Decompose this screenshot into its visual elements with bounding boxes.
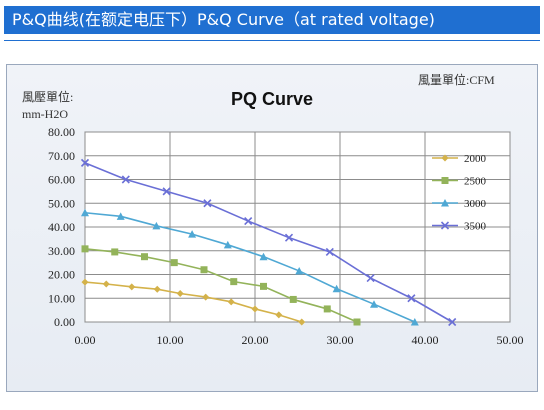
data-point-3000 <box>259 252 268 261</box>
data-point-3500 <box>407 294 416 303</box>
data-point-2000 <box>102 280 110 288</box>
data-point-3500 <box>366 273 375 283</box>
y-tick-label: 60.00 <box>48 173 75 187</box>
data-point-2000 <box>176 290 184 297</box>
data-point-3000 <box>116 212 125 220</box>
data-point-2000 <box>275 311 283 319</box>
marker-stroke <box>121 175 130 184</box>
data-point-2000 <box>81 278 89 286</box>
data-point-2500 <box>230 278 238 286</box>
data-point-2500 <box>260 282 267 290</box>
marker-stroke <box>366 273 375 283</box>
marker-stroke <box>284 233 294 242</box>
x-tick-label: 10.00 <box>157 333 184 347</box>
x-tick-label: 40.00 <box>412 333 439 347</box>
series-layer <box>80 158 457 327</box>
data-point-2500 <box>81 245 89 253</box>
chart-title: PQ Curve <box>231 89 313 109</box>
data-point-3500 <box>448 317 457 327</box>
data-point-3500 <box>244 216 253 226</box>
series-line-2000 <box>84 281 302 323</box>
data-point-3000 <box>223 240 232 249</box>
data-point-2500 <box>200 266 208 274</box>
marker-stroke <box>325 247 334 257</box>
data-point-2500 <box>141 253 148 261</box>
data-point-3000 <box>410 318 419 326</box>
x-tick-label: 0.00 <box>75 333 96 347</box>
y-tick-label: 40.00 <box>48 220 75 234</box>
x-tick-label: 20.00 <box>242 333 269 347</box>
data-point-3000 <box>81 208 89 217</box>
data-point-2000 <box>153 285 161 293</box>
legend-label-2500: 2500 <box>464 176 487 188</box>
data-point-2500 <box>289 295 297 303</box>
data-point-2500 <box>170 259 178 267</box>
data-point-3500 <box>284 233 294 242</box>
legend-marker-3000 <box>441 199 449 207</box>
data-point-3000 <box>332 284 341 293</box>
data-point-3000 <box>188 230 197 238</box>
series-line-3500 <box>84 162 453 323</box>
data-point-2000 <box>128 283 136 291</box>
y-tick-label: 70.00 <box>48 149 75 163</box>
data-point-2000 <box>251 305 259 313</box>
data-point-2000 <box>298 318 306 326</box>
marker-stroke <box>448 317 457 327</box>
data-point-3500 <box>80 158 90 167</box>
y-tick-label: 10.00 <box>48 291 75 305</box>
y-axis-unit-value: mm-H2O <box>22 107 68 121</box>
data-point-2500 <box>323 305 331 313</box>
marker-stroke <box>162 187 171 196</box>
y-tick-label: 0.00 <box>54 315 75 329</box>
series-line-3000 <box>84 211 416 323</box>
banner-divider <box>4 40 540 41</box>
data-point-2000 <box>202 293 210 301</box>
legend-layer: 2000 2500 3000 3500 <box>432 153 487 233</box>
data-point-3500 <box>121 175 130 184</box>
legend-label-2000: 2000 <box>464 153 487 165</box>
page-banner: P&Q曲线(在额定电压下）P&Q Curve（at rated voltage) <box>4 6 540 34</box>
y-tick-label: 20.00 <box>48 268 75 282</box>
legend-label-3500: 3500 <box>464 221 487 233</box>
series-line-2500 <box>84 248 358 323</box>
marker-stroke <box>440 221 450 230</box>
legend-marker-2000 <box>441 154 449 162</box>
data-point-2000 <box>227 298 235 306</box>
marker-stroke <box>244 216 253 226</box>
legend-marker-3500 <box>440 221 450 230</box>
y-tick-label: 30.00 <box>48 244 75 258</box>
marker-stroke <box>80 158 90 167</box>
data-point-3000 <box>152 221 161 230</box>
x-tick-label: 50.00 <box>497 333 524 347</box>
legend-marker-2500 <box>441 177 449 184</box>
marker-stroke <box>407 294 416 303</box>
x-tick-label: 30.00 <box>327 333 354 347</box>
data-point-3500 <box>203 199 212 208</box>
legend-label-3000: 3000 <box>464 198 487 210</box>
y-tick-label: 80.00 <box>48 125 75 139</box>
data-point-3000 <box>295 266 304 275</box>
y-tick-label: 50.00 <box>48 196 75 210</box>
x-axis-unit-label: 風量單位:CFM <box>418 72 495 87</box>
axis-layer: 0.00 10.00 20.00 30.00 40.00 50.00 0.00 10.00 20… <box>48 125 524 347</box>
data-point-2500 <box>353 318 361 326</box>
data-point-3500 <box>162 187 171 196</box>
marker-stroke <box>203 199 212 208</box>
data-point-2500 <box>111 248 119 256</box>
y-axis-unit-label: 風壓單位: <box>22 89 73 104</box>
data-point-3500 <box>325 247 334 257</box>
data-point-3000 <box>370 300 378 308</box>
